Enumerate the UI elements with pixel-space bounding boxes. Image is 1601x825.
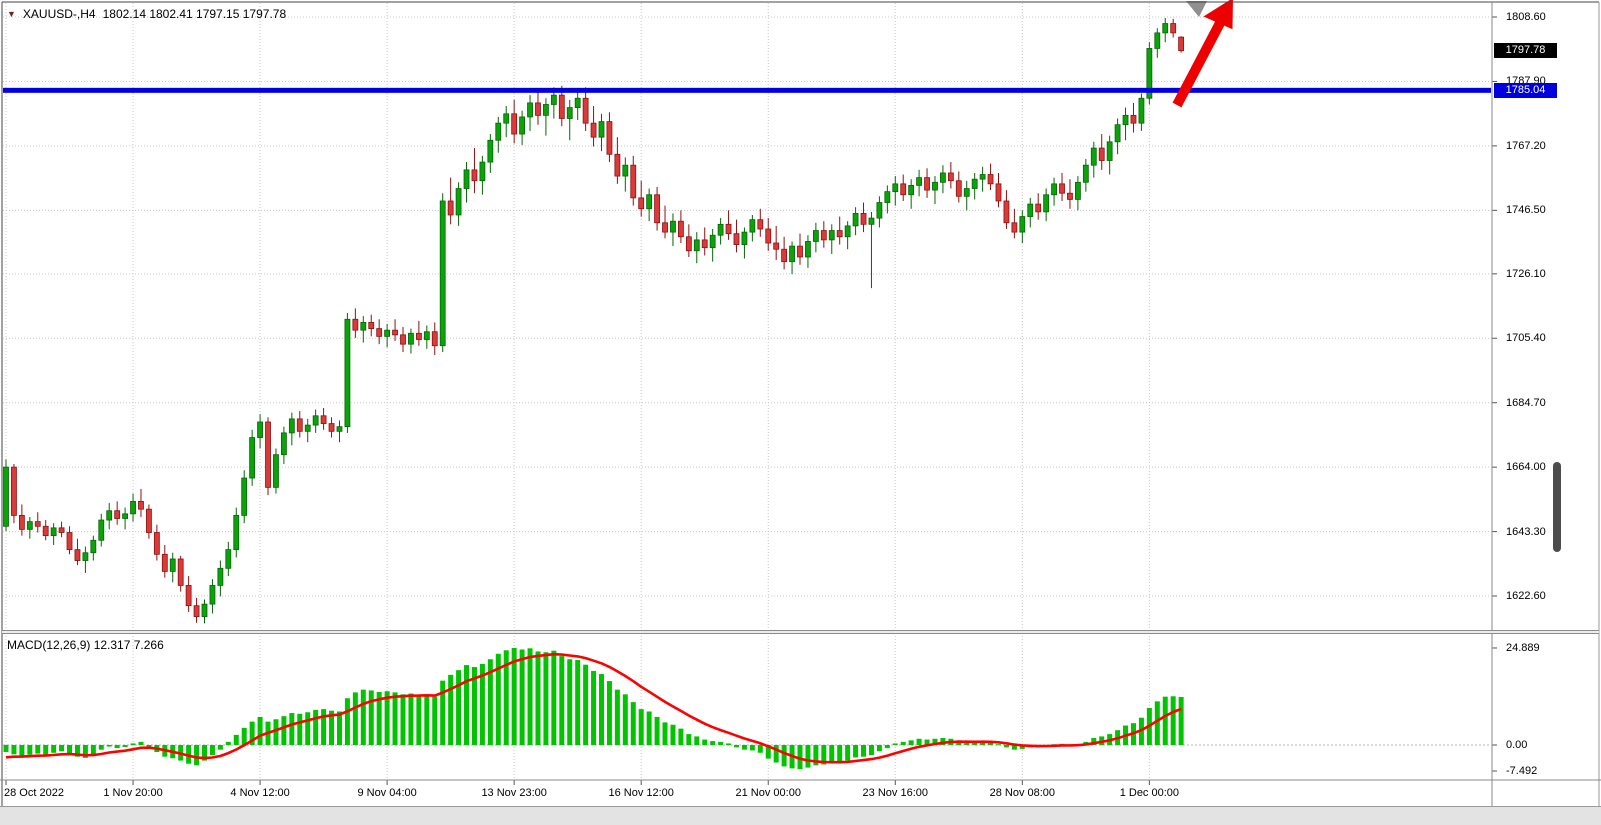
macd-axis-label: 24.889	[1506, 641, 1540, 654]
price-axis-label: 1622.60	[1506, 590, 1546, 603]
vertical-scrollbar-thumb[interactable]	[1553, 462, 1561, 552]
symbol-timeframe-label: XAUUSD-,H4	[22, 7, 96, 21]
price-axis-label: 1808.60	[1506, 11, 1546, 23]
time-axis-label: 23 Nov 16:00	[862, 787, 928, 799]
ohlc-values: 1802.14 1802.41 1797.15 1797.78	[102, 7, 287, 21]
time-axis-label: 28 Nov 08:00	[989, 787, 1056, 799]
chart-header: ▼ XAUUSD-,H4 1802.14 1802.41 1797.15 179…	[7, 7, 286, 21]
gray-marker-icon	[1186, 1, 1207, 17]
time-axis-label: 21 Nov 00:00	[735, 787, 801, 799]
price-axis-label: 1705.40	[1506, 332, 1546, 345]
time-axis-label: 4 Nov 12:00	[230, 787, 290, 799]
time-axis-label: 1 Dec 00:00	[1119, 787, 1180, 799]
macd-indicator-label: MACD(12,26,9) 12.317 7.266	[7, 638, 164, 652]
time-axis-label: 28 Oct 2022	[4, 787, 64, 799]
macd-axis-label: -7.492	[1506, 765, 1538, 777]
time-axis-label: 13 Nov 23:00	[481, 787, 547, 799]
symbol-dropdown-icon: ▼	[7, 8, 16, 19]
price-axis-label: 1726.10	[1506, 267, 1546, 280]
candles	[3, 17, 1185, 624]
time-axis-label: 1 Nov 20:00	[103, 787, 163, 799]
horizontal-line-annotation[interactable]	[3, 87, 1491, 93]
current-price-tag: 1797.78	[1494, 43, 1557, 59]
panel-splitter[interactable]	[2, 630, 1599, 634]
macd-histogram	[3, 647, 1184, 770]
time-axis-label: 9 Nov 04:00	[357, 787, 417, 799]
price-axis-label: 1767.20	[1506, 139, 1546, 152]
time-axis-label: 16 Nov 12:00	[608, 787, 674, 799]
hline-price-tag: 1785.04	[1494, 82, 1557, 98]
horizontal-scrollbar[interactable]	[0, 806, 1601, 825]
macd-signal-line	[5, 652, 1182, 764]
price-axis-label: 1746.50	[1506, 204, 1546, 217]
price-axis-label: 1643.30	[1506, 525, 1546, 538]
macd-axis-label: 0.00	[1506, 739, 1528, 751]
price-axis-label: 1684.70	[1506, 396, 1546, 409]
price-axis-label: 1664.00	[1506, 461, 1546, 474]
trend-arrow-annotation[interactable]	[1172, 0, 1233, 108]
